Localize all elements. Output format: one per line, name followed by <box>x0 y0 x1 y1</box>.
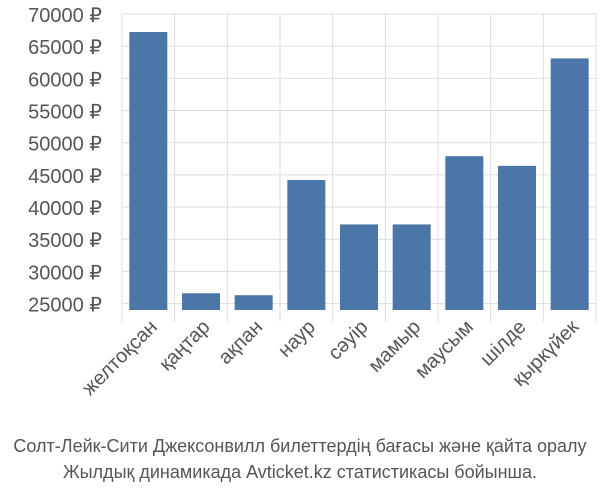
bar <box>550 58 589 311</box>
x-tick-label: маусым <box>411 316 478 383</box>
bar <box>287 180 326 310</box>
y-tick-label: 55000 ₽ <box>28 102 102 124</box>
y-tick-label: 65000 ₽ <box>28 37 102 59</box>
y-tick-label: 45000 ₽ <box>28 166 102 188</box>
chart-caption-line-2: Жылдық динамикада Avticket.kz статистика… <box>63 462 537 482</box>
y-tick-label: 40000 ₽ <box>28 198 102 220</box>
bar <box>340 224 378 310</box>
chart-area: 25000 ₽ 30000 ₽ 35000 ₽ 40000 ₽ 45000 ₽ 50000… <box>28 5 597 400</box>
bar <box>182 293 220 310</box>
chart-caption-line-1: Солт-Лейк-Сити Джексонвилл билеттердің б… <box>13 436 587 456</box>
y-tick-label: 35000 ₽ <box>28 230 102 252</box>
bar <box>498 165 536 310</box>
y-tick-label: 70000 ₽ <box>28 5 102 27</box>
bar <box>234 295 273 310</box>
bar <box>445 156 484 310</box>
x-tick-label: қаңтар <box>155 316 214 375</box>
x-tick-label: ақпан <box>214 316 267 369</box>
bar-chart: 25000 ₽ 30000 ₽ 35000 ₽ 40000 ₽ 45000 ₽ 50000… <box>28 5 597 400</box>
x-tick-label: желтоқсан <box>78 316 162 400</box>
bar <box>392 224 431 310</box>
x-tick-label: сәуір <box>324 316 373 365</box>
y-tick-label: 60000 ₽ <box>28 69 102 91</box>
bar <box>129 32 168 310</box>
y-tick-label: 25000 ₽ <box>28 295 102 317</box>
y-tick-label: 50000 ₽ <box>28 134 102 156</box>
y-tick-label: 30000 ₽ <box>28 262 102 284</box>
x-tick-label: наур <box>274 316 320 362</box>
